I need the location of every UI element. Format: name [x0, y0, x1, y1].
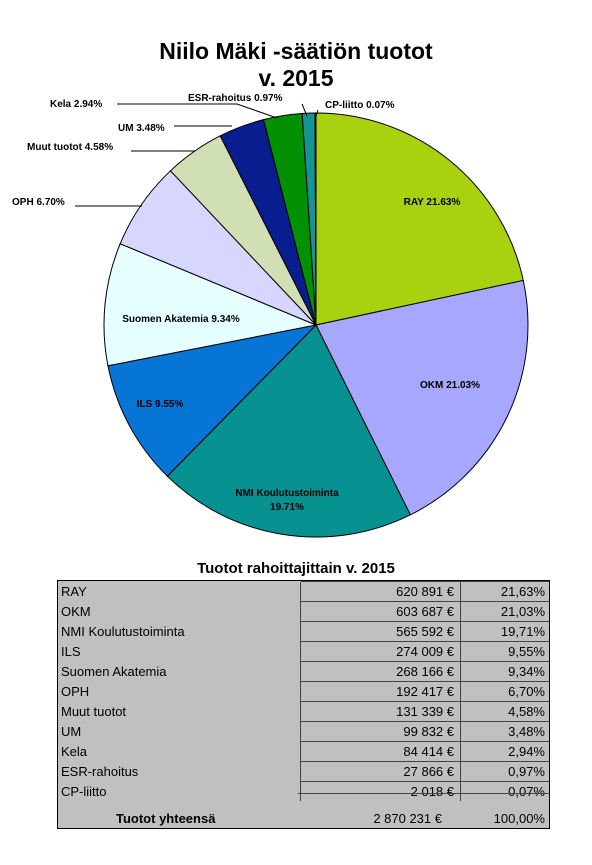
funder-percent: 19,71% [460, 621, 549, 642]
slice-label: OPH 6.70% [12, 197, 65, 208]
funding-table: RAY 620 891 €21,63% OKM 603 687 €21,03% NMI … [57, 580, 550, 829]
table-row: UM 99 832 €3,48% [58, 721, 549, 742]
chart-title: Niilo Mäki -säätiön tuotot v. 2015 [0, 38, 592, 92]
table-row: CP-liitto 2 018 €0,07% [58, 781, 549, 801]
pie-slice [315, 112, 524, 326]
total-amount: 2 870 231 € [373, 811, 442, 826]
funder-amount: 268 166 € [300, 661, 461, 682]
funder-name: ESR-rahoitus [61, 764, 139, 779]
funder-percent: 21,03% [460, 601, 549, 622]
funder-name: Suomen Akatemia [61, 664, 167, 679]
funder-percent: 0,07% [460, 781, 549, 801]
leader-line [301, 103, 308, 117]
funder-percent: 6,70% [460, 681, 549, 702]
funder-percent: 9,55% [460, 641, 549, 662]
pie-slice [166, 324, 412, 538]
funder-amount: 620 891 € [300, 581, 461, 602]
pie-slice [314, 112, 317, 326]
funder-amount: 603 687 € [300, 601, 461, 622]
chart-title-line2: v. 2015 [258, 65, 334, 91]
funder-percent: 9,34% [460, 661, 549, 682]
table-row: Kela 84 414 €2,94% [58, 741, 549, 762]
funder-percent: 4,58% [460, 701, 549, 722]
table-divider [298, 793, 549, 794]
funder-name: CP-liitto [61, 784, 107, 799]
slice-label: 19.71% [270, 502, 304, 513]
table-row: ILS 274 009 €9,55% [58, 641, 549, 662]
funder-name: ILS [61, 644, 81, 659]
slice-label: CP-liitto 0.07% [325, 100, 395, 111]
leader-line [315, 109, 319, 117]
slice-label: NMI Koulutustoiminta [235, 488, 339, 499]
slice-label: Muut tuotot 4.58% [27, 142, 113, 153]
pie-slice [315, 279, 529, 516]
pie-chart: RAY 21.63% OKM 21.03% NMI Koulutustoiminta… [12, 93, 529, 538]
funder-name: RAY [61, 584, 87, 599]
funder-name: OPH [61, 684, 90, 699]
funder-amount: 27 866 € [300, 761, 461, 782]
table-row: ESR-rahoitus 27 866 €0,97% [58, 761, 549, 782]
table-row: Suomen Akatemia 268 166 €9,34% [58, 661, 549, 682]
table-row: NMI Koulutustoiminta 565 592 €19,71% [58, 621, 549, 642]
funder-amount: 565 592 € [300, 621, 461, 642]
funder-name: Kela [61, 744, 88, 759]
table-row: Muut tuotot 131 339 €4,58% [58, 701, 549, 722]
funder-amount: 84 414 € [300, 741, 461, 762]
funder-percent: 0,97% [460, 761, 549, 782]
pie-slice [103, 243, 318, 367]
slice-label: ESR-rahoitus 0.97% [188, 93, 283, 104]
slice-label: Kela 2.94% [50, 99, 102, 110]
funder-amount: 192 417 € [300, 681, 461, 702]
total-row: Tuotot yhteensä 2 870 231 € 100,00% [58, 809, 549, 828]
funder-amount: 131 339 € [300, 701, 461, 722]
slice-label: UM 3.48% [118, 123, 165, 134]
table-row: RAY 620 891 €21,63% [58, 581, 549, 602]
funder-name: OKM [61, 604, 91, 619]
funder-amount: 99 832 € [300, 721, 461, 742]
total-percent: 100,00% [493, 811, 545, 826]
funder-percent: 2,94% [460, 741, 549, 762]
slice-label: Suomen Akatemia 9.34% [122, 314, 240, 325]
funder-percent: 3,48% [460, 721, 549, 742]
slice-label: ILS 9.55% [137, 399, 184, 410]
funder-amount: 274 009 € [300, 641, 461, 662]
table-row: OKM 603 687 €21,03% [58, 601, 549, 622]
funder-percent: 21,63% [460, 581, 549, 602]
pie-slice [107, 324, 318, 477]
leader-line [117, 103, 278, 119]
table-title: Tuotot rahoittajittain v. 2015 [197, 560, 395, 577]
total-label: Tuotot yhteensä [116, 811, 216, 826]
chart-title-line1: Niilo Mäki -säätiön tuotot [159, 38, 433, 64]
funder-name: UM [61, 724, 82, 739]
funder-name: Muut tuotot [61, 704, 127, 719]
slice-label: RAY 21.63% [404, 197, 461, 208]
table-row: OPH 192 417 €6,70% [58, 681, 549, 702]
funder-amount: 2 018 € [300, 781, 461, 801]
slice-label: OKM 21.03% [420, 380, 480, 391]
funding-table-body: RAY 620 891 €21,63% OKM 603 687 €21,03% NMI … [58, 581, 549, 801]
funder-name: NMI Koulutustoiminta [61, 624, 185, 639]
